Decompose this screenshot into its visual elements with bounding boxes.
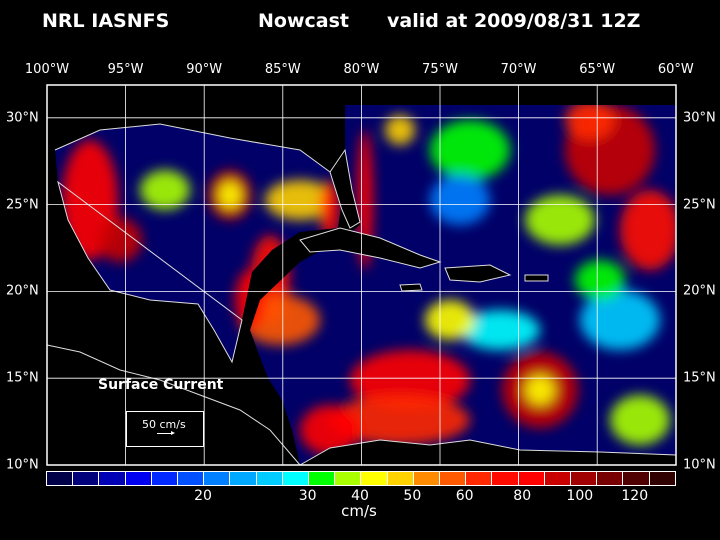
map-title: NRL IASNFS Nowcast valid at 2009/08/31 1… bbox=[0, 10, 720, 34]
colorbar-tick-label: 80 bbox=[513, 488, 532, 504]
current-speed-patch bbox=[320, 180, 340, 240]
current-speed-patch bbox=[140, 170, 190, 210]
colorbar-cell bbox=[623, 472, 649, 485]
latitude-label: 10°N bbox=[683, 457, 716, 473]
colorbar-cell bbox=[597, 472, 623, 485]
longitude-label: 95°W bbox=[107, 62, 144, 77]
current-speed-patch bbox=[430, 175, 490, 225]
colorbar-cell bbox=[256, 472, 282, 485]
colorbar-cell bbox=[230, 472, 256, 485]
colorbar-cell bbox=[440, 472, 466, 485]
colorbar-cell bbox=[571, 472, 597, 485]
latitude-label: 30°N bbox=[6, 110, 39, 126]
pacific-coastline bbox=[46, 344, 301, 466]
longitude-label: 75°W bbox=[422, 62, 458, 77]
reference-arrow-icon bbox=[157, 431, 175, 435]
longitude-label: 100°W bbox=[24, 62, 70, 77]
current-speed-patch bbox=[385, 115, 415, 145]
colorbar bbox=[46, 471, 676, 486]
colorbar-cell bbox=[309, 472, 335, 485]
longitude-label: 80°W bbox=[343, 62, 380, 77]
reference-vector-label: 50 cm/s bbox=[142, 418, 186, 431]
current-speed-patch bbox=[240, 295, 320, 345]
latitude-label: 10°N bbox=[6, 457, 39, 473]
colorbar-units: cm/s bbox=[341, 502, 377, 520]
colorbar-cell bbox=[47, 472, 73, 485]
latitude-label: 20°N bbox=[683, 283, 716, 299]
colorbar-tick-label: 40 bbox=[351, 488, 369, 504]
colorbar-cell bbox=[413, 472, 440, 485]
title-valid-time: valid at 2009/08/31 12Z bbox=[387, 10, 641, 32]
jamaica-land bbox=[399, 283, 423, 292]
longitude-label: 85°W bbox=[264, 62, 301, 77]
colorbar-cell bbox=[492, 472, 518, 485]
florida-land bbox=[329, 148, 361, 229]
gulf-coastline bbox=[54, 123, 331, 364]
latitude-label: 25°N bbox=[6, 197, 39, 213]
current-speed-patch bbox=[218, 181, 242, 209]
longitude-label: 70°W bbox=[500, 62, 537, 77]
current-speed-patch bbox=[610, 395, 670, 445]
current-speed-patch bbox=[430, 120, 510, 180]
colorbar-cell bbox=[518, 472, 544, 485]
colorbar-cell bbox=[544, 472, 571, 485]
colorbar-cell bbox=[151, 472, 178, 485]
latitude-label: 30°N bbox=[683, 110, 716, 126]
colorbar-tick-label: 100 bbox=[566, 488, 594, 504]
lat-lon-grid bbox=[47, 85, 676, 465]
current-speed-patch bbox=[525, 375, 555, 405]
current-speed-patch bbox=[565, 105, 615, 140]
latitude-label: 15°N bbox=[683, 370, 716, 386]
latitude-label: 20°N bbox=[6, 283, 39, 299]
colorbar-cell bbox=[282, 472, 309, 485]
colorbar-cell bbox=[99, 472, 125, 485]
longitude-label: 90°W bbox=[186, 62, 223, 77]
current-speed-patch bbox=[330, 395, 470, 445]
colorbar-tick-label: 20 bbox=[194, 488, 212, 504]
current-speed-patch bbox=[300, 405, 360, 455]
colorbar-tick-label: 120 bbox=[621, 488, 649, 504]
current-speed-patch bbox=[575, 260, 625, 300]
map-frame bbox=[46, 84, 677, 466]
colorbar-cell bbox=[335, 472, 361, 485]
longitude-label: 65°W bbox=[579, 62, 616, 77]
current-speed-patch bbox=[525, 195, 595, 245]
current-speed-patch bbox=[460, 310, 540, 350]
colorbar-tick-label: 30 bbox=[298, 488, 317, 504]
colorbar-cell bbox=[125, 472, 151, 485]
current-speed-patch bbox=[235, 270, 265, 330]
latitude-label: 25°N bbox=[683, 197, 716, 213]
current-speed-patch bbox=[98, 218, 142, 262]
colorbar-cell bbox=[387, 472, 413, 485]
colorbar-cell bbox=[649, 472, 675, 485]
title-model: NRL IASNFS bbox=[42, 10, 170, 32]
colorbar-cell bbox=[73, 472, 99, 485]
longitude-label: 60°W bbox=[657, 62, 694, 77]
colorbar-cell bbox=[361, 472, 387, 485]
cuba-land bbox=[299, 227, 442, 269]
colorbar-tick-label: 60 bbox=[455, 488, 474, 504]
colorbar-cell bbox=[466, 472, 492, 485]
current-speed-patch bbox=[580, 290, 660, 350]
reference-vector-box: 50 cm/s bbox=[126, 411, 204, 447]
legend-title: Surface Current bbox=[98, 377, 224, 393]
colorbar-cell bbox=[178, 472, 204, 485]
current-speed-patch bbox=[425, 300, 475, 340]
current-speed-patch bbox=[620, 190, 676, 270]
title-product: Nowcast bbox=[258, 10, 349, 32]
colorbar-cell bbox=[204, 472, 230, 485]
latitude-label: 15°N bbox=[6, 370, 39, 386]
colorbar-tick-label: 50 bbox=[403, 488, 422, 504]
puerto-rico-land bbox=[524, 274, 549, 282]
hispaniola-land bbox=[444, 264, 512, 283]
